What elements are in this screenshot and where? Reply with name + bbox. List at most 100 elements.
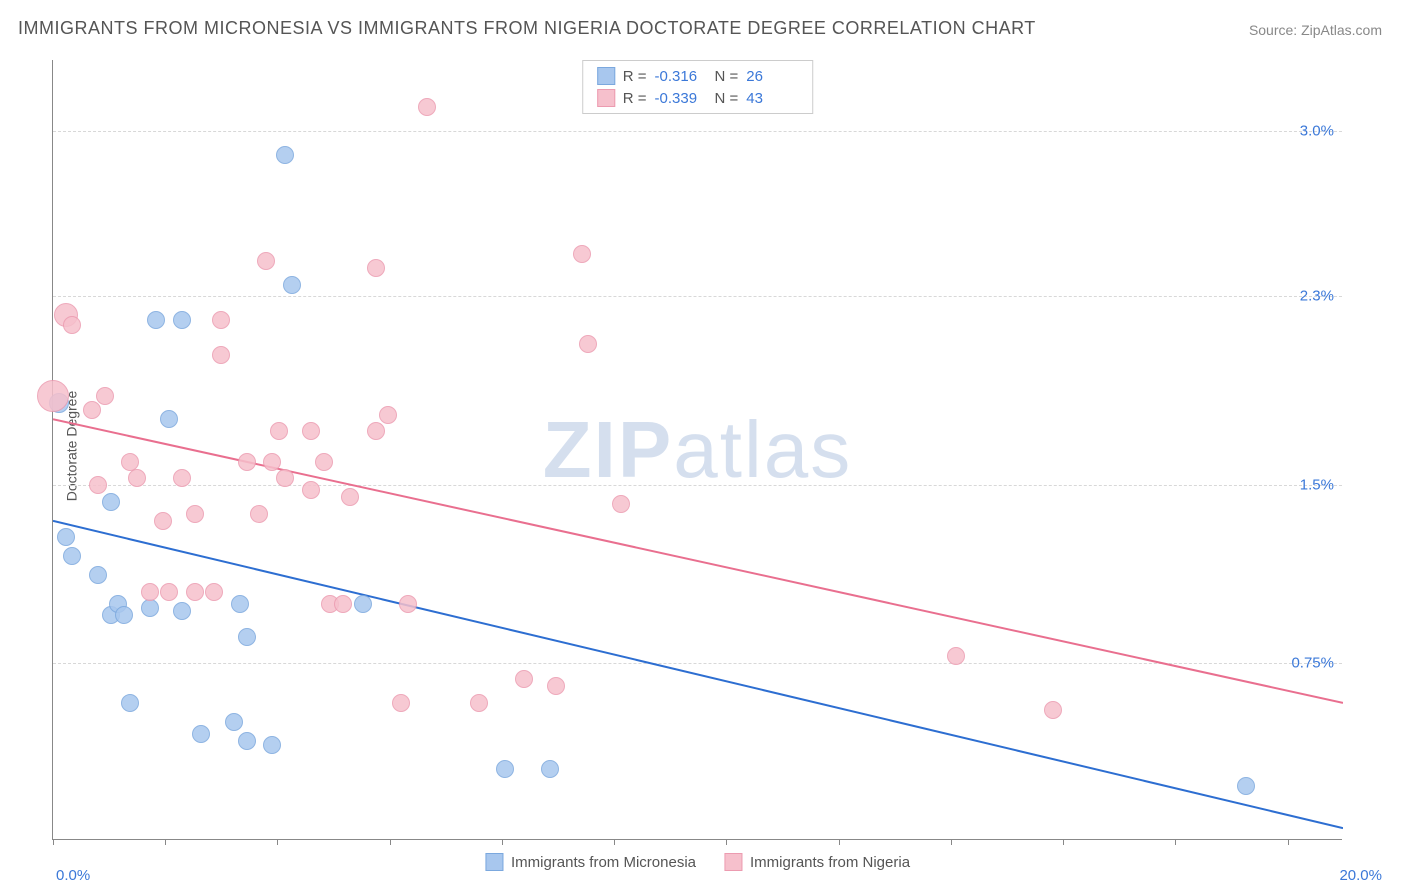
x-tick-mark	[726, 839, 727, 845]
data-point	[115, 606, 133, 624]
trend-lines	[53, 60, 1343, 840]
data-point	[238, 453, 256, 471]
watermark-bold: ZIP	[543, 405, 673, 494]
data-point	[302, 481, 320, 499]
x-tick-mark	[1175, 839, 1176, 845]
data-point	[160, 410, 178, 428]
data-point	[173, 469, 191, 487]
data-point	[141, 583, 159, 601]
r-label: R =	[623, 68, 647, 85]
watermark: ZIPatlas	[543, 404, 852, 496]
data-point	[186, 583, 204, 601]
data-point	[257, 252, 275, 270]
data-point	[121, 694, 139, 712]
data-point	[147, 311, 165, 329]
data-point	[367, 259, 385, 277]
r-value-2: -0.339	[655, 90, 707, 107]
n-value-1: 26	[746, 68, 798, 85]
plot-area: ZIPatlas R = -0.316 N = 26 R = -0.339 N …	[52, 60, 1342, 840]
data-point	[283, 276, 301, 294]
data-point	[121, 453, 139, 471]
data-point	[192, 725, 210, 743]
x-tick-mark	[277, 839, 278, 845]
data-point	[547, 677, 565, 695]
r-value-1: -0.316	[655, 68, 707, 85]
data-point	[276, 469, 294, 487]
gridline	[53, 663, 1342, 664]
data-point	[205, 583, 223, 601]
data-point	[186, 505, 204, 523]
data-point	[141, 599, 159, 617]
data-point	[173, 311, 191, 329]
data-point	[334, 595, 352, 613]
data-point	[418, 98, 436, 116]
data-point	[1237, 777, 1255, 795]
data-point	[128, 469, 146, 487]
x-tick-mark	[165, 839, 166, 845]
r-label: R =	[623, 90, 647, 107]
data-point	[173, 602, 191, 620]
data-point	[392, 694, 410, 712]
data-point	[225, 713, 243, 731]
x-tick-mark	[1288, 839, 1289, 845]
data-point	[160, 583, 178, 601]
x-tick-max: 20.0%	[1339, 867, 1382, 884]
watermark-light: atlas	[673, 405, 852, 494]
data-point	[367, 422, 385, 440]
gridline	[53, 131, 1342, 132]
x-tick-mark	[951, 839, 952, 845]
stats-legend-box: R = -0.316 N = 26 R = -0.339 N = 43	[582, 60, 814, 114]
swatch-series-1	[597, 67, 615, 85]
data-point	[263, 453, 281, 471]
data-point	[496, 760, 514, 778]
data-point	[238, 732, 256, 750]
x-tick-min: 0.0%	[56, 867, 90, 884]
data-point	[102, 493, 120, 511]
x-tick-mark	[53, 839, 54, 845]
legend-swatch-2	[724, 853, 742, 871]
data-point	[89, 476, 107, 494]
data-point	[276, 146, 294, 164]
x-tick-mark	[390, 839, 391, 845]
data-point	[612, 495, 630, 513]
y-tick-label: 0.75%	[1291, 654, 1334, 671]
data-point	[212, 311, 230, 329]
data-point	[154, 512, 172, 530]
x-tick-mark	[502, 839, 503, 845]
n-label: N =	[715, 90, 739, 107]
y-tick-label: 2.3%	[1300, 288, 1334, 305]
data-point	[63, 547, 81, 565]
data-point	[541, 760, 559, 778]
data-point	[57, 528, 75, 546]
stats-row-2: R = -0.339 N = 43	[597, 87, 799, 109]
data-point	[231, 595, 249, 613]
data-point	[379, 406, 397, 424]
legend-label-1: Immigrants from Micronesia	[511, 854, 696, 871]
n-value-2: 43	[746, 90, 798, 107]
gridline	[53, 485, 1342, 486]
data-point	[399, 595, 417, 613]
stats-row-1: R = -0.316 N = 26	[597, 65, 799, 87]
legend-swatch-1	[485, 853, 503, 871]
legend-item-1: Immigrants from Micronesia	[485, 853, 696, 871]
x-tick-mark	[1063, 839, 1064, 845]
data-point	[1044, 701, 1062, 719]
data-point	[354, 595, 372, 613]
y-tick-label: 3.0%	[1300, 122, 1334, 139]
data-point	[96, 387, 114, 405]
data-point	[302, 422, 320, 440]
source-attribution: Source: ZipAtlas.com	[1249, 22, 1382, 38]
data-point	[579, 335, 597, 353]
data-point	[315, 453, 333, 471]
data-point	[63, 316, 81, 334]
data-point	[573, 245, 591, 263]
n-label: N =	[715, 68, 739, 85]
data-point	[947, 647, 965, 665]
swatch-series-2	[597, 89, 615, 107]
gridline	[53, 296, 1342, 297]
data-point	[238, 628, 256, 646]
data-point	[83, 401, 101, 419]
data-point	[341, 488, 359, 506]
data-point	[515, 670, 533, 688]
data-point	[37, 380, 69, 412]
